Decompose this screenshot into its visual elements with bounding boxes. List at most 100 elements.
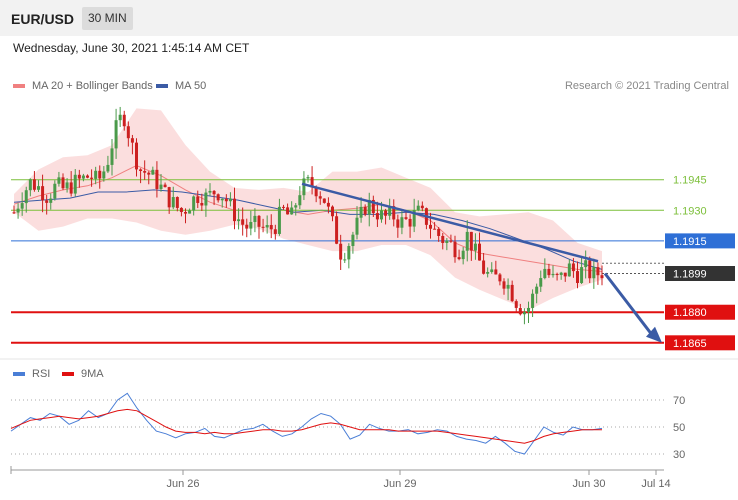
candle-body: [77, 174, 81, 179]
level-label: 1.1880: [673, 307, 707, 319]
legend-ma9: 9MA: [62, 368, 104, 380]
candle-body: [388, 206, 392, 216]
time-tick-label: Jun 30: [572, 478, 605, 490]
candle-body: [167, 187, 171, 208]
candle-body: [216, 194, 220, 201]
candle-body: [539, 278, 543, 287]
candle-body: [61, 177, 65, 189]
candle-body: [269, 225, 273, 230]
candle-body: [384, 210, 388, 216]
candle-body: [392, 206, 396, 220]
candle-body: [522, 312, 526, 315]
candle-body: [559, 272, 563, 275]
rsi-level-label: 30: [673, 449, 685, 461]
legend-ma9-label: 9MA: [81, 368, 104, 380]
candle-body: [57, 177, 61, 184]
candle-body: [155, 169, 159, 189]
candle-body: [551, 273, 555, 276]
candle-body: [580, 267, 584, 284]
time-axis: Jun 26 Jun 29 Jun 30 Jul 14: [10, 466, 671, 490]
header-bar: EUR/USD 30 MIN: [0, 0, 738, 36]
forecast-arrow: [603, 272, 654, 336]
candle-body: [175, 197, 179, 208]
candle-body: [453, 241, 457, 258]
candle-body: [588, 260, 592, 279]
candle-body: [543, 268, 547, 279]
candle-body: [16, 208, 20, 213]
candle-body: [502, 281, 506, 289]
candle-body: [437, 228, 441, 236]
level-label: 1.1945: [673, 175, 707, 187]
level-label: 1.1899: [673, 269, 707, 281]
candle-body: [380, 210, 383, 220]
candle-body: [53, 183, 57, 199]
candle-body: [375, 213, 379, 220]
rsi-level-label: 50: [673, 422, 685, 434]
candle-body: [592, 267, 596, 279]
ma20-line: [13, 164, 603, 272]
candle-body: [310, 177, 314, 188]
candle-body: [228, 198, 232, 202]
candle-body: [367, 199, 371, 215]
candle-body: [473, 243, 477, 251]
candle-body: [257, 215, 261, 227]
candle-body: [571, 263, 575, 272]
candle-body: [600, 275, 604, 279]
candle-body: [110, 148, 114, 165]
candle-body: [449, 240, 453, 242]
candle-body: [429, 224, 432, 229]
candle-body: [584, 260, 588, 268]
time-tick-label: Jul 14: [641, 478, 670, 490]
candle-body: [37, 186, 40, 190]
candle-body: [69, 182, 73, 194]
candle-body: [106, 164, 110, 172]
level-label-box: [665, 266, 735, 281]
candle-body: [282, 206, 285, 208]
candle-body: [396, 219, 400, 228]
candle-body: [314, 187, 318, 197]
timeframe-badge[interactable]: 30 MIN: [82, 7, 133, 30]
legend-ma20-label: MA 20 + Bollinger Bands: [32, 80, 153, 92]
candle-body: [147, 172, 151, 175]
level-label: 1.1865: [673, 338, 707, 350]
candle-body: [510, 284, 514, 302]
rsi-level-label: 70: [673, 395, 685, 407]
candle-body: [224, 198, 228, 202]
candle-body: [28, 179, 32, 191]
candle-body: [184, 212, 187, 214]
candle-body: [371, 199, 375, 214]
candle-body: [531, 293, 535, 308]
candle-body: [567, 263, 571, 277]
candle-body: [494, 269, 498, 275]
candle-body: [302, 178, 306, 196]
candle-body: [277, 206, 281, 234]
candle-body: [290, 207, 294, 215]
ma50-swatch: [156, 84, 168, 88]
candle-body: [122, 114, 126, 127]
time-tick-label: Jun 26: [166, 478, 199, 490]
candle-body: [535, 286, 539, 294]
candle-body: [73, 174, 77, 194]
candle-body: [441, 235, 445, 243]
candle-body: [596, 267, 600, 276]
candle-body: [24, 190, 28, 204]
legend-ma50-label: MA 50: [175, 80, 207, 92]
candle-body: [498, 274, 502, 282]
level-label-box: [665, 304, 735, 320]
candle-body: [81, 175, 85, 179]
legend-ma50: MA 50: [156, 80, 206, 92]
research-credit: Research © 2021 Trading Central: [564, 80, 729, 92]
candle-body: [94, 170, 98, 179]
level-label-box: [665, 233, 735, 249]
candle-body: [86, 175, 89, 178]
candle-body: [114, 120, 118, 149]
candle-body: [420, 205, 424, 209]
candle-body: [130, 138, 134, 143]
candle-body: [135, 142, 138, 170]
bollinger-fill: [14, 108, 602, 311]
candle-body: [404, 217, 408, 219]
candle-body: [343, 259, 347, 261]
time-tick-label: Jun 29: [383, 478, 416, 490]
candle-body: [237, 219, 241, 222]
